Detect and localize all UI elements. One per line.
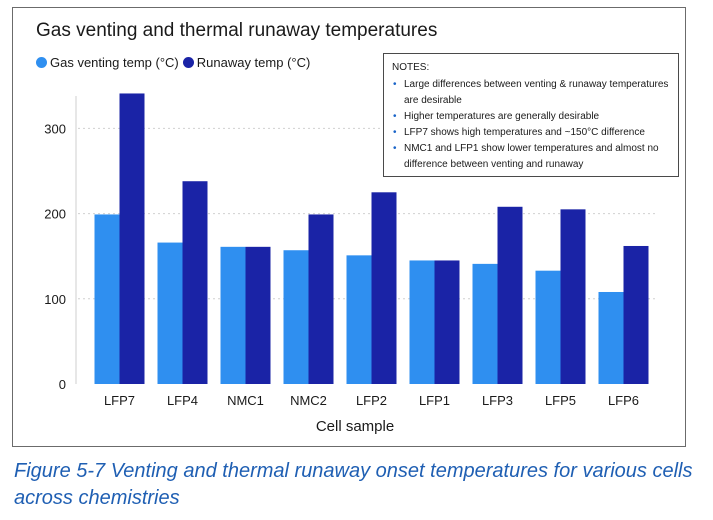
bar-venting-lfp2	[346, 255, 372, 384]
legend-swatch-runaway	[182, 57, 194, 68]
bar-runaway-lfp5	[560, 209, 586, 384]
bar-venting-lfp1	[409, 260, 435, 384]
notes-heading: NOTES:	[392, 62, 430, 73]
x-tick-label: LFP7	[104, 393, 135, 408]
legend-label-venting: Gas venting temp (°C)	[50, 55, 179, 70]
notes-box: NOTES: Large differences between venting…	[383, 53, 679, 177]
x-tick-label: LFP3	[482, 393, 513, 408]
x-axis-title: Cell sample	[316, 418, 394, 435]
note-item: NMC1 and LFP1 show lower temperatures an…	[393, 141, 670, 173]
x-tick-label: LFP2	[356, 393, 387, 408]
y-tick-label: 100	[44, 292, 66, 307]
x-tick-label: NMC1	[227, 393, 264, 408]
bar-runaway-lfp7	[119, 93, 145, 384]
legend-item-runaway: Runaway temp (°C)	[182, 55, 311, 70]
x-tick-label: LFP4	[167, 393, 198, 408]
bar-venting-nmc1	[220, 246, 246, 384]
bar-venting-lfp7	[94, 214, 120, 384]
bar-runaway-lfp6	[623, 245, 649, 384]
legend-swatch-venting	[36, 57, 47, 68]
bar-runaway-lfp3	[497, 206, 523, 384]
legend-item-venting: Gas venting temp (°C)	[36, 55, 179, 70]
note-item: Higher temperatures are generally desira…	[393, 109, 670, 125]
x-tick-label: LFP1	[419, 393, 450, 408]
bar-venting-nmc2	[283, 250, 309, 384]
bar-runaway-lfp2	[371, 192, 397, 384]
bar-venting-lfp6	[598, 291, 624, 384]
chart-legend: Gas venting temp (°C) Runaway temp (°C)	[36, 55, 314, 70]
bar-layer	[94, 93, 649, 384]
bar-runaway-lfp4	[182, 181, 208, 384]
y-tick-label: 0	[59, 377, 66, 392]
bar-runaway-nmc1	[245, 246, 271, 384]
chart-title: Gas venting and thermal runaway temperat…	[36, 20, 438, 41]
figure-caption: Figure 5-7 Venting and thermal runaway o…	[14, 460, 693, 509]
bar-venting-lfp3	[472, 263, 498, 384]
bar-venting-lfp5	[535, 270, 561, 384]
x-tick-label: NMC2	[290, 393, 327, 408]
y-tick-label: 200	[44, 207, 66, 222]
legend-label-runaway: Runaway temp (°C)	[196, 55, 311, 70]
x-tick-label: LFP6	[608, 393, 639, 408]
note-item: Large differences between venting & runa…	[393, 77, 670, 109]
bar-venting-lfp4	[157, 242, 183, 384]
y-tick-label: 300	[44, 121, 66, 136]
note-item: LFP7 shows high temperatures and ~150°C …	[393, 125, 670, 141]
notes-list: Large differences between venting & runa…	[392, 77, 670, 173]
xlabel-layer: LFP7 LFP4 NMC1 NMC2 LFP2 LFP1 LFP3 LFP5 LFP6	[104, 393, 639, 408]
bar-runaway-nmc2	[308, 214, 334, 384]
x-tick-label: LFP5	[545, 393, 576, 408]
tick-layer: 0 100 200 300	[44, 121, 66, 392]
bar-runaway-lfp1	[434, 260, 460, 384]
